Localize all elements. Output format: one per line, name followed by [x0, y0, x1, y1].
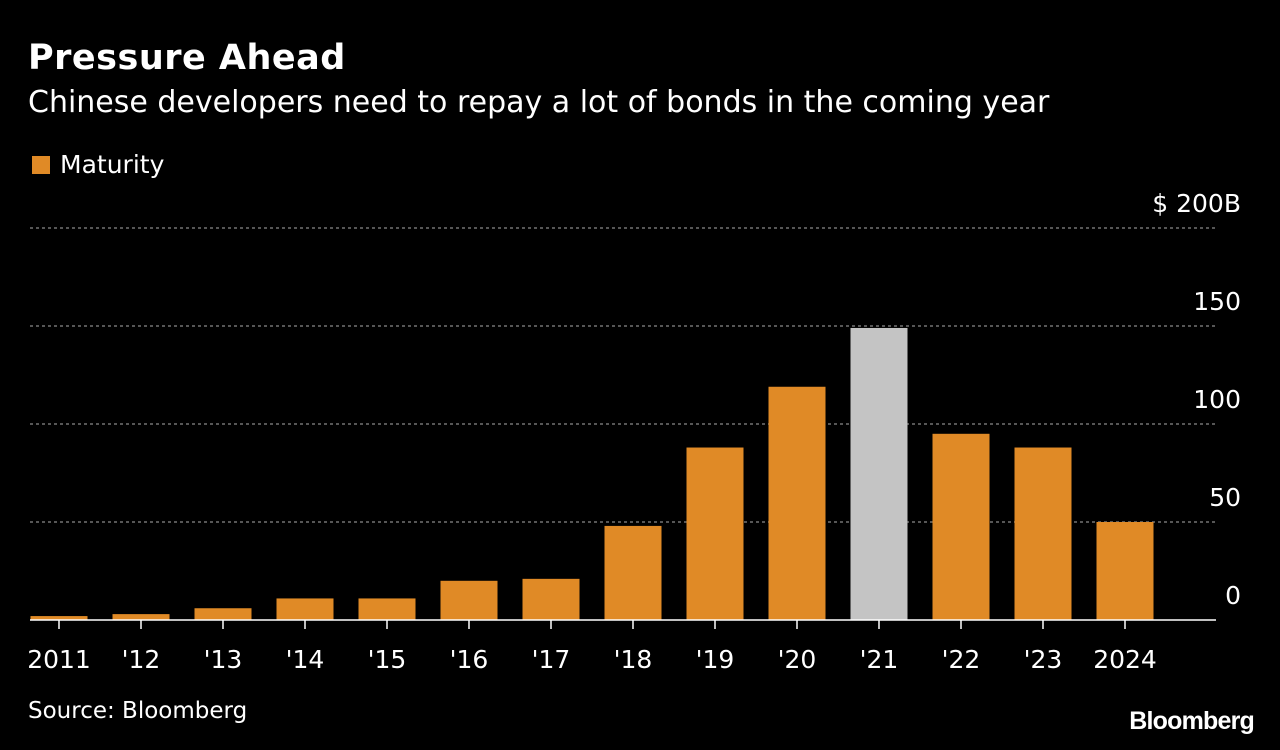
- x-tick-label: '19: [696, 645, 735, 674]
- bloomberg-logo: Bloomberg: [1129, 707, 1255, 735]
- x-tick-label: '22: [942, 645, 981, 674]
- bar-19: [686, 447, 744, 620]
- y-tick-label: 50: [1209, 483, 1241, 512]
- x-tick-label: '20: [778, 645, 817, 674]
- x-tick-label: 2011: [27, 645, 91, 674]
- x-tick-labels: 2011 '12 '13 '14 '15 '16 '17 '18 '19 '20 '21 '22 '23…: [27, 645, 1157, 674]
- bar-17: [522, 578, 580, 620]
- bar-2024: [1096, 522, 1154, 620]
- x-tick-label: '21: [860, 645, 899, 674]
- bar-2011: [30, 616, 88, 620]
- y-tick-label: 150: [1193, 287, 1241, 316]
- x-tick-label: '15: [368, 645, 407, 674]
- x-tick-label: '23: [1024, 645, 1063, 674]
- x-tick-label: '12: [122, 645, 161, 674]
- y-tick-label: $ 200B: [1152, 189, 1241, 218]
- bar-14: [276, 598, 334, 620]
- chart-title: Pressure Ahead: [28, 38, 346, 78]
- x-tick-label: '14: [286, 645, 325, 674]
- bar-15: [358, 598, 416, 620]
- chart-subtitle: Chinese developers need to repay a lot o…: [28, 85, 1050, 120]
- x-tick-label: 2024: [1093, 645, 1157, 674]
- bar-13: [194, 608, 252, 620]
- x-tick-label: '17: [532, 645, 571, 674]
- bar-20: [768, 386, 826, 620]
- bar-18: [604, 525, 662, 620]
- legend-swatch-maturity: [32, 155, 50, 174]
- bar-22: [932, 433, 990, 620]
- bar-23: [1014, 447, 1072, 620]
- legend: Maturity: [32, 150, 164, 179]
- bar-21: [850, 327, 908, 620]
- source-note: Source: Bloomberg: [28, 698, 248, 724]
- bar-16: [440, 580, 498, 620]
- y-tick-label: 0: [1225, 581, 1241, 610]
- x-ticks: [58, 620, 1126, 629]
- y-tick-labels: 0 50 100 150 $ 200B: [1152, 189, 1241, 610]
- x-tick-label: '18: [614, 645, 653, 674]
- y-tick-label: 100: [1193, 385, 1241, 414]
- legend-label-maturity: Maturity: [60, 150, 165, 179]
- x-tick-label: '16: [450, 645, 489, 674]
- bar-12: [112, 614, 170, 620]
- bars: [30, 327, 1154, 620]
- x-tick-label: '13: [204, 645, 243, 674]
